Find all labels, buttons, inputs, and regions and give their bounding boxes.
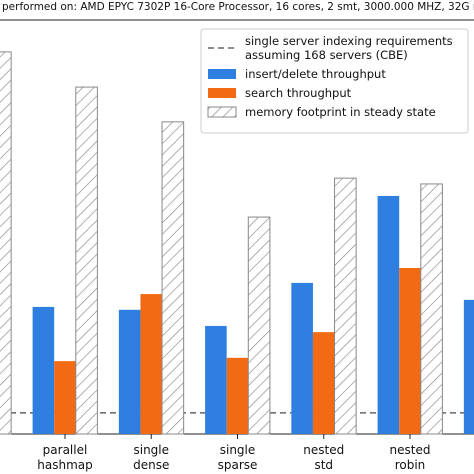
legend-label: search throughput [245,86,352,100]
bar [291,282,313,434]
bar [399,267,421,434]
chart-title: performed on: AMD EPYC 7302P 16-Core Pro… [2,1,474,13]
legend [200,28,469,134]
bar [247,216,271,435]
x-tick-label: single dense [133,443,170,472]
bar [420,183,443,435]
bar [312,332,335,434]
x-tick-label: parallel hashmap [37,443,93,472]
bar [205,325,227,434]
x-tick-label: nested std [303,443,345,472]
bar [118,309,141,434]
bar [334,177,357,435]
bar [54,361,76,434]
bar [0,51,12,435]
legend-swatch [208,69,236,79]
bar [161,121,185,435]
legend-swatch [208,88,236,98]
legend-label: insert/delete throughput [245,67,386,81]
x-tick-label: nested robin [389,443,431,472]
legend-label: memory footprint in steady state [245,105,436,119]
legend-swatch [207,106,237,118]
bar [226,357,249,434]
bar [377,195,400,434]
bar [75,86,98,435]
bar [32,306,55,434]
legend-frame [200,28,469,134]
bar [463,299,474,434]
legend-label: single server indexing requirements assu… [245,34,453,62]
x-tick-label: single sparse [217,443,258,472]
bar [140,294,163,434]
